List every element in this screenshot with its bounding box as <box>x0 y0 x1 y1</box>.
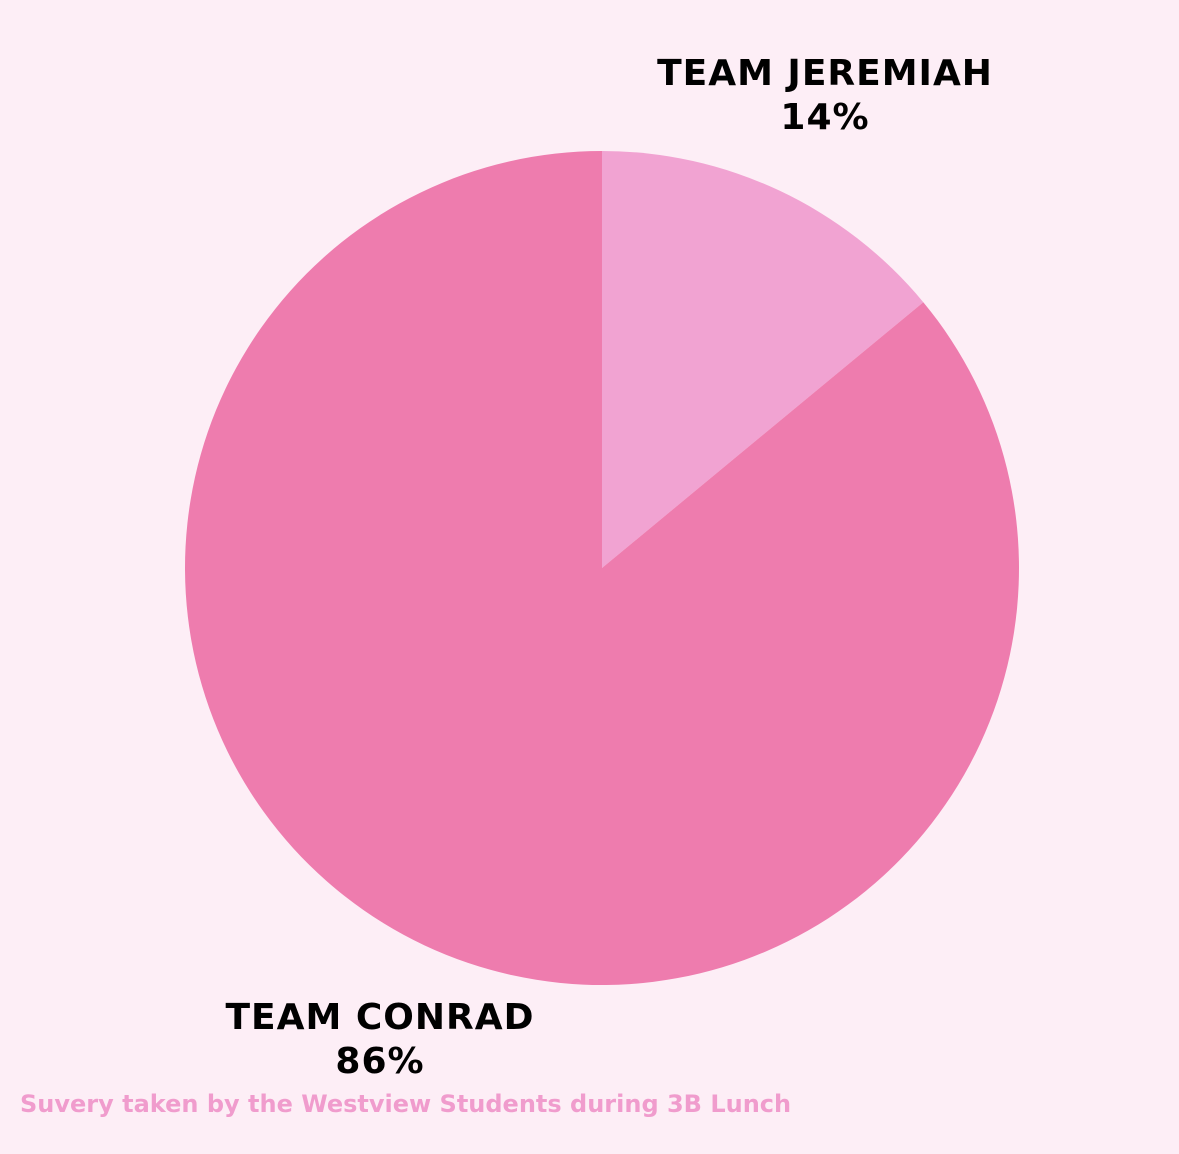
pie-slice-team-jeremiah <box>602 151 924 568</box>
pie-slice-team-conrad <box>184 151 1019 985</box>
slice-label-team-jeremiah: TEAM JEREMIAH 14% <box>625 52 1025 140</box>
survey-footnote: Suvery taken by the Westview Students du… <box>20 1090 792 1118</box>
slice-percent-team-jeremiah: 14% <box>780 97 870 138</box>
slice-percent-team-conrad: 86% <box>335 1041 425 1082</box>
pie-slices <box>184 151 1019 985</box>
slice-name-team-conrad: TEAM CONRAD <box>225 997 535 1038</box>
slice-label-team-conrad: TEAM CONRAD 86% <box>180 996 580 1084</box>
slice-name-team-jeremiah: TEAM JEREMIAH <box>657 53 993 94</box>
